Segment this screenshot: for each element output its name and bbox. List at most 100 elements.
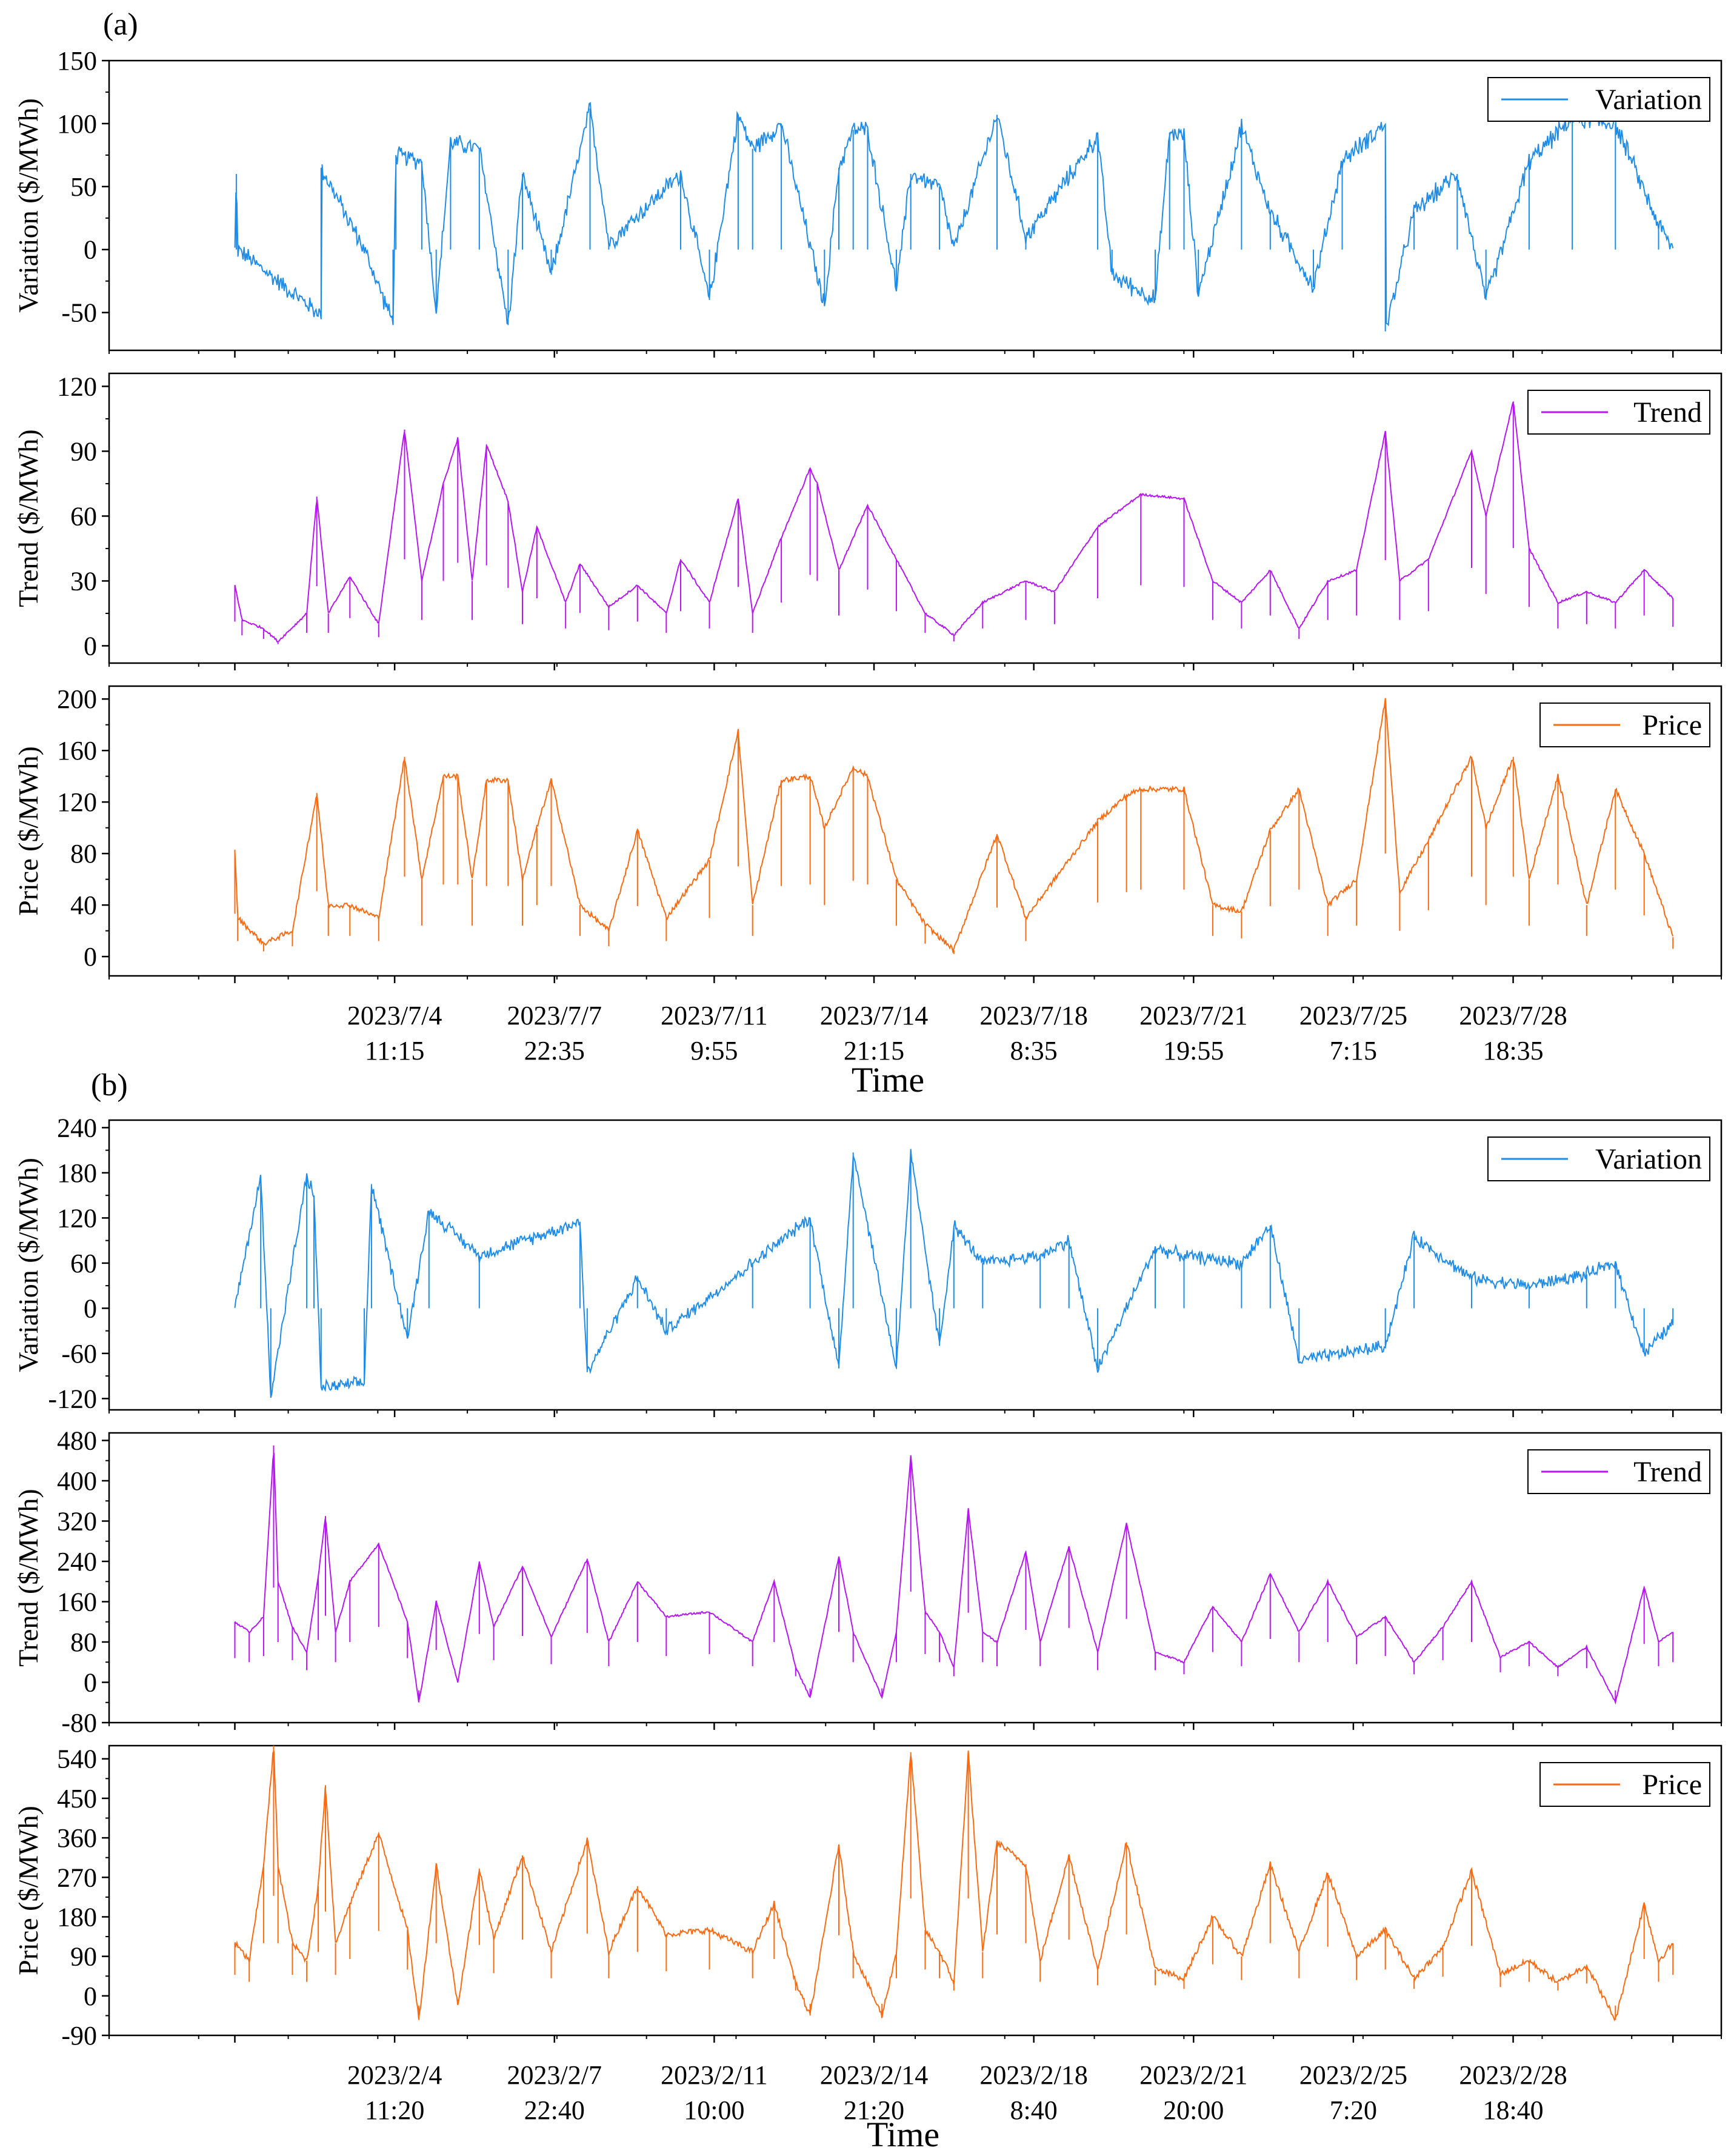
legend-label: Trend: [1633, 1456, 1702, 1488]
x-tick-label-date: 2023/2/28: [1459, 2060, 1567, 2090]
x-tick-label-time: 9:55: [690, 1036, 738, 1066]
y-tick-label: 160: [57, 736, 97, 766]
y-axis-label: Variation ($/MWh): [13, 98, 44, 313]
x-tick-label-time: 10:00: [684, 2095, 744, 2125]
subplot-a-trend: 0 30 60 90 120 Trend Trend ($/MWh): [13, 372, 1723, 670]
y-tick-label: 60: [70, 1249, 97, 1278]
y-tick-label: 0: [84, 1293, 97, 1323]
x-tick-label-time: 8:35: [1010, 1036, 1058, 1066]
x-ticks: [108, 1410, 1722, 1417]
axes-frame: [108, 685, 1723, 977]
legend: Price: [1539, 1762, 1710, 1807]
panel-label-a: (a): [103, 7, 138, 42]
legend-label: Price: [1642, 709, 1702, 741]
legend-label: Variation: [1595, 1143, 1702, 1175]
x-tick-label-time: 21:20: [844, 2095, 904, 2125]
y-tick-label: 160: [57, 1587, 97, 1617]
y-axis-label: Variation ($/MWh): [13, 1158, 44, 1372]
y-tick-label: 540: [57, 1744, 97, 1774]
y-tick-label: 100: [57, 109, 97, 139]
y-tick-label: 120: [57, 787, 97, 817]
y-axis: -50 0 50 100 150: [57, 46, 109, 328]
y-tick-label: 200: [57, 684, 97, 714]
x-tick-label-date: 2023/2/18: [979, 2060, 1087, 2090]
subplot-b-variation: -120 -60 0 60 120 180 240 Variation Variation …: [13, 1113, 1723, 1417]
y-tick-label: -90: [61, 2021, 97, 2051]
y-tick-label: -50: [61, 298, 97, 328]
x-tick-label-time: 11:15: [365, 1036, 425, 1066]
axes-frame: [108, 59, 1723, 352]
x-tick-label-time: 11:20: [365, 2095, 425, 2125]
subplot-a-variation: -50 0 50 100 150 Variation Variation ($/MWh): [13, 46, 1723, 358]
y-tick-label: 120: [57, 1203, 97, 1233]
legend: Price: [1539, 703, 1710, 747]
x-ticks: [108, 663, 1722, 670]
x-axis: 2023/7/4 11:15 2023/7/7 22:35 2023/7/11 9:55 2…: [347, 1001, 1567, 1066]
y-tick-label: 150: [57, 46, 97, 76]
y-axis: 0 30 60 90 120: [57, 372, 109, 661]
x-tick-label-date: 2023/2/11: [661, 2060, 768, 2090]
legend: Variation: [1487, 1136, 1710, 1181]
y-axis-label: Trend ($/MWh): [13, 1489, 44, 1666]
y-tick-label: 0: [84, 1667, 97, 1697]
y-tick-label: 80: [70, 1627, 97, 1657]
x-axis-label-b: Time: [867, 2115, 939, 2154]
x-tick-label-date: 2023/7/21: [1139, 1001, 1247, 1030]
x-tick-label-time: 19:55: [1163, 1036, 1224, 1066]
x-tick-label-date: 2023/7/7: [507, 1001, 602, 1030]
legend-label: Trend: [1633, 396, 1702, 429]
x-tick-label-date: 2023/2/14: [820, 2060, 928, 2090]
y-tick-label: 0: [84, 1981, 97, 2011]
x-tick-label-date: 2023/2/21: [1139, 2060, 1247, 2090]
x-tick-label-time: 20:00: [1163, 2095, 1224, 2125]
y-tick-label: 320: [57, 1506, 97, 1536]
x-tick-label-date: 2023/2/25: [1299, 2060, 1407, 2090]
x-tick-label-date: 2023/7/18: [979, 1001, 1087, 1030]
legend: Variation: [1487, 77, 1710, 122]
x-tick-label-date: 2023/7/4: [347, 1001, 442, 1030]
subplot-b-trend: -80 0 80 160 240 320 400 480 Trend Trend ($/MWh…: [13, 1426, 1723, 1738]
y-tick-label: 40: [70, 890, 97, 920]
x-ticks: [108, 2035, 1722, 2043]
x-tick-label-time: 21:15: [844, 1036, 904, 1066]
x-tick-label-date: 2023/7/14: [820, 1001, 928, 1030]
x-tick-label-time: 22:35: [524, 1036, 585, 1066]
axes-frame: [108, 1744, 1723, 2037]
x-tick-label-time: 18:35: [1483, 1036, 1543, 1066]
y-axis-label: Trend ($/MWh): [13, 429, 44, 607]
panel-label-b: (b): [91, 1068, 128, 1103]
x-ticks: [108, 1723, 1722, 1730]
y-axis: -90 0 90 180 270 360 450 540: [57, 1744, 109, 2051]
y-tick-label: 120: [57, 372, 97, 401]
y-tick-label: 360: [57, 1823, 97, 1853]
y-tick-label: 270: [57, 1863, 97, 1892]
x-tick-label-time: 18:40: [1483, 2095, 1543, 2125]
y-axis-label: Price ($/MWh): [13, 746, 44, 916]
legend: Trend: [1527, 390, 1710, 435]
y-axis: 0 40 80 120 160 200: [57, 684, 109, 972]
y-tick-label: -60: [61, 1339, 97, 1369]
y-tick-label: 240: [57, 1547, 97, 1577]
y-axis: -120 -60 0 60 120 180 240: [48, 1113, 109, 1413]
x-tick-label-date: 2023/7/11: [661, 1001, 768, 1030]
y-tick-label: 0: [84, 631, 97, 661]
y-tick-label: 50: [70, 172, 97, 202]
x-tick-label-date: 2023/2/7: [507, 2060, 602, 2090]
y-tick-label: 180: [57, 1902, 97, 1932]
trend-line: [234, 401, 1674, 644]
y-tick-label: 400: [57, 1466, 97, 1496]
axes-frame: [108, 372, 1723, 664]
y-tick-label: -120: [48, 1384, 97, 1413]
y-tick-label: 480: [57, 1426, 97, 1455]
x-ticks: [108, 976, 1722, 983]
x-tick-label-time: 7:20: [1330, 2095, 1377, 2125]
price-line: [234, 698, 1674, 954]
y-tick-label: 180: [57, 1158, 97, 1188]
legend-label: Price: [1642, 1769, 1702, 1801]
x-tick-label-time: 7:15: [1330, 1036, 1377, 1066]
price-line: [234, 1746, 1674, 2021]
axes-frame: [108, 1432, 1723, 1724]
y-axis-label: Price ($/MWh): [13, 1806, 44, 1975]
axes-frame: [108, 1119, 1723, 1411]
